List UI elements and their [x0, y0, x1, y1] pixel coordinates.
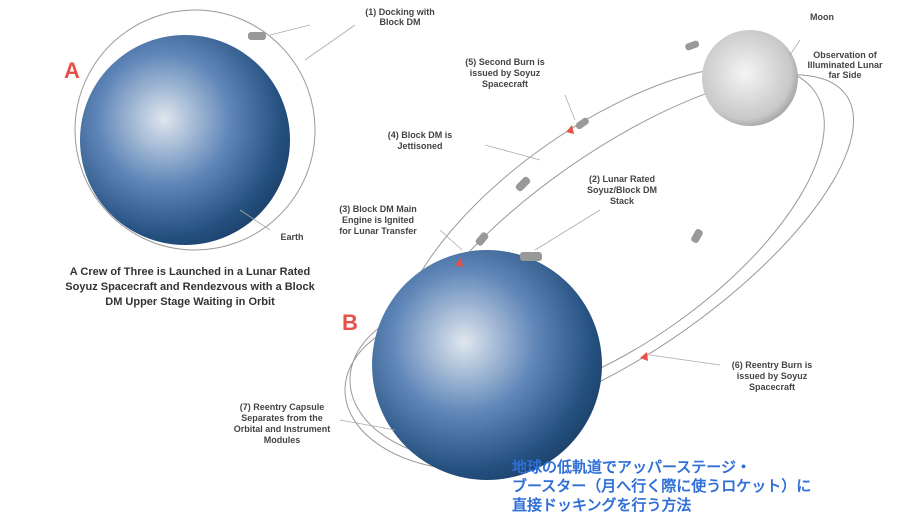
label: Soyuz Spacecraft and Rendezvous with a B…: [65, 281, 315, 293]
japanese-caption: ブースター（月へ行く際に使うロケット）に: [512, 477, 811, 495]
label: (6) Reentry Burn is: [732, 360, 813, 370]
japanese-caption: 直接ドッキングを行う方法: [512, 496, 692, 514]
label: (2) Lunar Rated: [589, 174, 655, 184]
label: issued by Soyuz: [470, 68, 541, 78]
label: Spacecraft: [749, 382, 795, 392]
label: Separates from the: [241, 413, 323, 423]
label: Observation of: [813, 50, 878, 60]
label: (4) Block DM is: [388, 130, 453, 140]
label: Jettisoned: [397, 141, 442, 151]
label: Block DM: [379, 17, 420, 27]
label: A Crew of Three is Launched in a Lunar R…: [70, 266, 310, 278]
label: Engine is Ignited: [342, 215, 414, 225]
label: Modules: [264, 435, 301, 445]
label: far Side: [828, 70, 861, 80]
label: Illuminated Lunar: [807, 60, 883, 70]
label: (1) Docking with: [365, 7, 435, 17]
label: Stack: [610, 196, 635, 206]
label: Soyuz/Block DM: [587, 185, 657, 195]
label: Moon: [810, 12, 834, 22]
moon: [702, 30, 798, 126]
label: (3) Block DM Main: [339, 204, 417, 214]
spacecraft: [248, 32, 703, 361]
earth-b: [372, 250, 602, 480]
label: issued by Soyuz: [737, 371, 808, 381]
label: for Lunar Transfer: [339, 226, 417, 236]
label: Orbital and Instrument: [234, 424, 331, 434]
label: (7) Reentry Capsule: [240, 402, 325, 412]
label: Earth: [280, 232, 303, 242]
label: DM Upper Stage Waiting in Orbit: [105, 296, 275, 308]
japanese-caption: 地球の低軌道でアッパーステージ・: [512, 458, 751, 476]
letter: B: [342, 310, 358, 335]
letter: A: [64, 58, 80, 83]
leader-lines: [239, 24, 801, 431]
label: (5) Second Burn is: [465, 57, 545, 67]
earth-a: [80, 35, 290, 245]
label: Spacecraft: [482, 79, 528, 89]
